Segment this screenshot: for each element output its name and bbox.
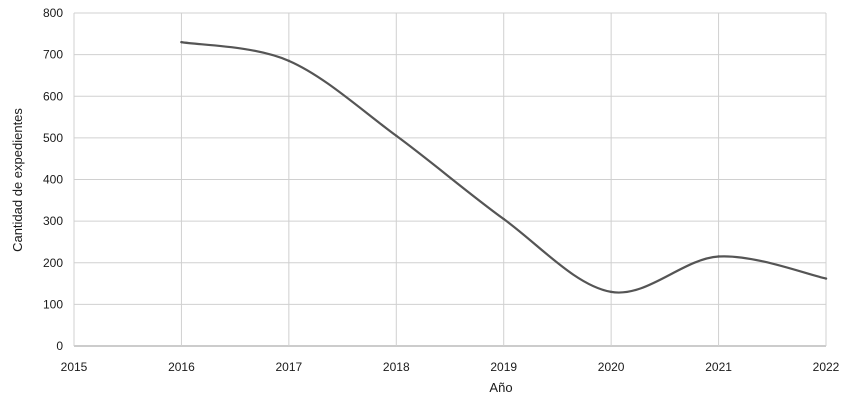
y-tick-label: 0 [56, 339, 63, 353]
x-tick-label: 2019 [490, 360, 517, 374]
y-tick-label: 700 [43, 48, 63, 62]
y-tick-label: 200 [43, 256, 63, 270]
y-tick-label: 500 [43, 131, 63, 145]
y-axis-title: Cantidad de expedientes [10, 108, 25, 252]
x-tick-label: 2022 [813, 360, 840, 374]
data-point [502, 217, 505, 221]
data-point [824, 277, 828, 280]
x-tick-label: 2016 [168, 360, 195, 374]
data-point [287, 59, 291, 63]
x-tick-label: 2020 [598, 360, 625, 374]
data-point [609, 290, 613, 294]
y-tick-label: 600 [43, 89, 63, 103]
x-tick-label: 2017 [276, 360, 303, 374]
y-tick-label: 100 [43, 297, 63, 311]
y-tick-labels: 0 100 200 300 400 500 600 700 800 [43, 6, 63, 353]
series-group [180, 40, 828, 294]
data-point [180, 40, 183, 44]
data-point [717, 255, 720, 258]
x-tick-label: 2015 [61, 360, 88, 374]
data-point [395, 134, 398, 137]
x-tick-labels: 2015 2016 2017 2018 2019 2020 2021 2022 [61, 360, 840, 374]
grid [73, 12, 827, 347]
x-tick-label: 2021 [705, 360, 732, 374]
y-tick-label: 400 [43, 173, 63, 187]
x-tick-label: 2018 [383, 360, 410, 374]
y-tick-label: 300 [43, 214, 63, 228]
x-axis-title: Año [489, 380, 512, 395]
y-tick-label: 800 [43, 6, 63, 20]
